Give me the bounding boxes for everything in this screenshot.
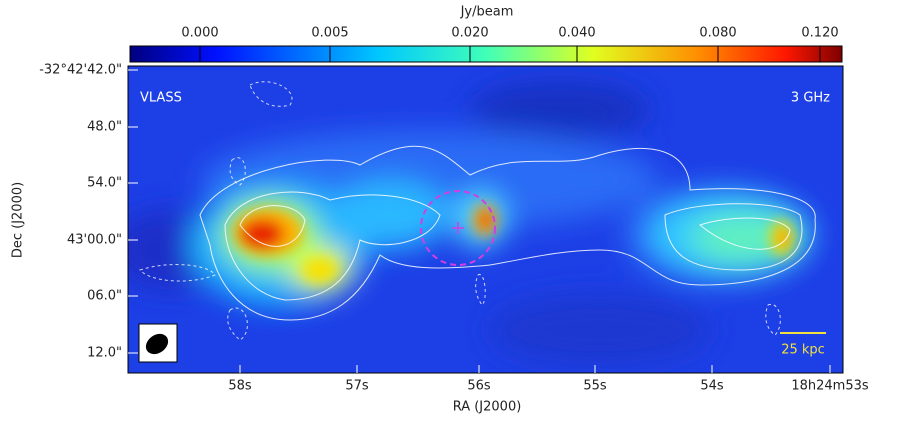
colorbar-tick-label: 0.120: [801, 26, 838, 41]
y-tick-label: 43'00.0": [67, 233, 122, 248]
colorbar-tick-label: 0.000: [181, 26, 218, 41]
frame: [127, 65, 844, 374]
x-axis-label: RA (J2000): [453, 400, 522, 415]
scale-bar-label: 25 kpc: [781, 343, 825, 358]
x-tick-label: 58s: [228, 379, 252, 394]
colorbar-label: Jy/beam: [460, 5, 514, 20]
x-tick-label: 54s: [700, 379, 724, 394]
x-tick-label: 56s: [467, 379, 491, 394]
colorbar-tick-label: 0.080: [699, 26, 736, 41]
survey-label: VLASS: [140, 91, 182, 106]
x-tick-label: 18h24m53s: [791, 379, 869, 394]
x-tick-label: 55s: [583, 379, 607, 394]
colorbar-tick-label: 0.005: [311, 26, 348, 41]
y-tick-label: 48.0": [87, 120, 122, 135]
y-axis-label: Dec (J2000): [11, 182, 26, 258]
y-tick-label: -32°42'42.0": [39, 63, 122, 78]
frequency-label: 3 GHz: [791, 91, 830, 106]
colorbar-tick-label: 0.020: [451, 26, 488, 41]
x-tick-label: 57s: [345, 379, 369, 394]
colorbar: [129, 45, 843, 63]
y-tick-label: 12.0": [87, 346, 122, 361]
radio-map: [128, 66, 843, 373]
colorbar-tick-label: 0.040: [558, 26, 595, 41]
y-tick-label: 54.0": [87, 176, 122, 191]
y-tick-label: 06.0": [87, 289, 122, 304]
